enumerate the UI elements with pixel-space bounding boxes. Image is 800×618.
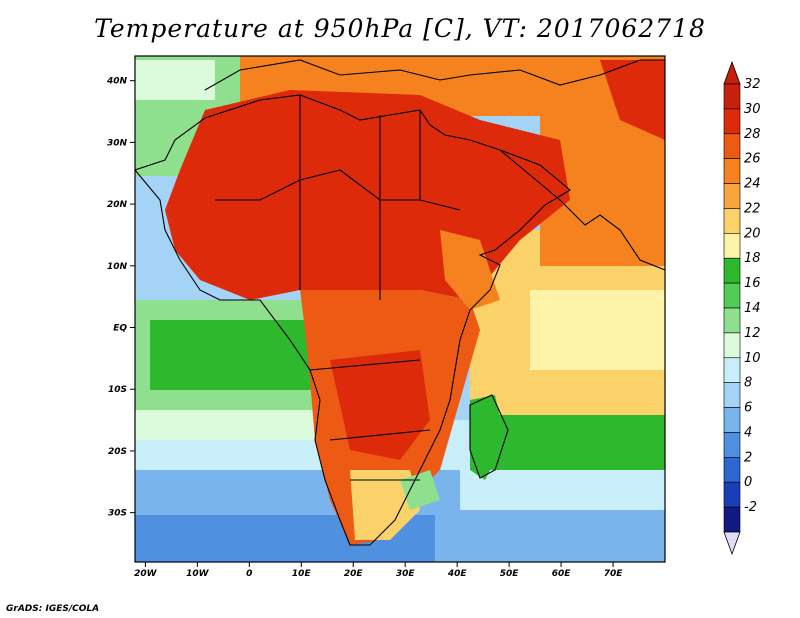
madagascar (470, 395, 505, 480)
lon-tick-label: 20E (344, 569, 364, 579)
colorbar-swatch (723, 83, 741, 110)
lon-tick-label: 60E (552, 569, 572, 579)
colorbar-label: 16 (744, 276, 761, 291)
colorbar-swatch (723, 233, 741, 259)
colorbar-label: 12 (744, 326, 761, 341)
africa-coastline (135, 94, 571, 546)
colorbar-swatch (723, 481, 741, 508)
lat-tick-label: EQ (113, 324, 127, 334)
colorbar-label: 0 (744, 475, 752, 490)
lon-tick-label: 30E (396, 569, 416, 579)
grads-credit: GrADS: IGES/COLA (6, 604, 100, 614)
colorbar-swatch (723, 332, 741, 359)
north-atlantic-mint (135, 60, 215, 100)
lon-tick-label: 10W (186, 569, 210, 579)
longitude-axis: 20W 10W 0 10E 20E 30E 40E 50E 60E 70E (134, 562, 623, 579)
lat-tick-label: 20N (107, 200, 128, 210)
equatorial-indian-ocean (530, 290, 665, 370)
colorbar-swatch (723, 382, 741, 408)
temperature-field (135, 56, 665, 562)
colorbar-swatch (723, 208, 741, 234)
madagascar-coastline (469, 394, 509, 479)
colorbar-swatch (723, 506, 741, 533)
colorbar-swatch (723, 307, 741, 334)
arabia-coastline (499, 149, 665, 271)
latitude-axis: 40N 30N 20N 10N EQ 10S 20S 30S (106, 77, 135, 519)
colorbar-label: 26 (744, 152, 761, 167)
map-title: Temperature at 950hPa [C], VT: 201706271… (94, 14, 706, 43)
lon-tick-label: 40E (447, 569, 468, 579)
colorbar-bottom-arrow (723, 531, 741, 556)
colorbar-top-arrow (723, 60, 741, 85)
colorbar-label: 22 (744, 201, 761, 216)
colorbar-swatch (723, 282, 741, 309)
colorbar-label: 24 (744, 177, 761, 192)
lon-tick-label: 0 (246, 569, 252, 579)
lat-tick-label: 40N (106, 77, 128, 87)
colorbar-label: 30 (744, 102, 761, 117)
plot-frame (134, 55, 666, 563)
colorbar-swatch (723, 158, 741, 184)
colorbar-label: 8 (744, 376, 752, 391)
indian-ocean-south-band (460, 470, 665, 510)
colorbar-label: 2 (744, 450, 752, 465)
colorbar-label: -2 (744, 500, 757, 515)
lat-tick-label: 10S (108, 385, 127, 395)
lon-tick-label: 20W (134, 569, 158, 579)
colorbar-label: 18 (744, 251, 761, 266)
colorbar-label: 28 (744, 127, 761, 142)
colorbar-swatch (723, 457, 741, 483)
lat-tick-label: 30S (108, 509, 127, 519)
lon-tick-label: 10E (292, 569, 312, 579)
colorbar-swatch (723, 357, 741, 383)
colorbar-label: 6 (744, 401, 752, 416)
north-africa-borders (299, 95, 421, 300)
lat-tick-label: 30N (107, 138, 128, 148)
lon-tick-label: 70E (604, 569, 624, 579)
colorbar-swatch (723, 432, 741, 458)
colorbar-label: 10 (744, 351, 761, 366)
lon-tick-label: 50E (500, 569, 520, 579)
colorbar-swatch (723, 133, 741, 159)
lat-tick-label: 20S (108, 447, 127, 457)
horn-of-africa (440, 230, 500, 310)
europe-coastline (204, 59, 665, 91)
southern-africa-borders (309, 359, 431, 481)
colorbar-label: 4 (744, 425, 752, 440)
colorbar-label: 32 (744, 77, 761, 92)
colorbar-swatch (723, 108, 741, 135)
coastlines (135, 59, 665, 546)
colorbar-swatch (723, 257, 741, 284)
colorbar-swatch (723, 183, 741, 209)
lat-tick-label: 10N (107, 262, 128, 272)
iran-hot (600, 60, 665, 140)
colorbar-swatch (723, 407, 741, 433)
colorbar-label: 14 (744, 301, 761, 316)
colorbar-label: 20 (744, 226, 761, 241)
